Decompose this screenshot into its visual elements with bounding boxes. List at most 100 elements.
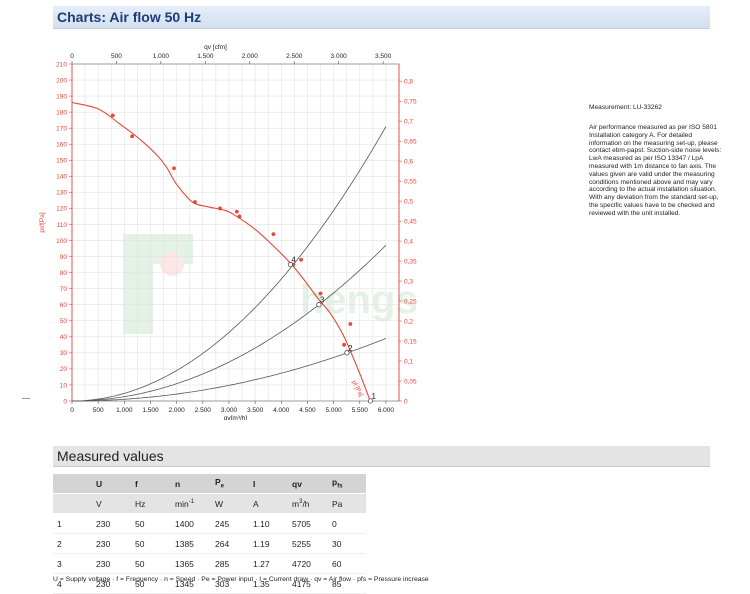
fan-curve-marker — [130, 134, 135, 139]
air-flow-chart: hengsheng05001.0001.5002.0002.5003.0003.… — [39, 44, 420, 420]
x-tick-label: 1.000 — [116, 407, 133, 414]
y-tick-label: 150 — [56, 158, 67, 165]
table-cell: f — [131, 474, 171, 494]
x-tick-label: 5.000 — [325, 407, 342, 414]
x-tick-label: 1.500 — [142, 407, 159, 414]
table-row: 1 230 50 1400 245 1.10 5705 0 — [53, 513, 366, 534]
table-cell: 4720 — [288, 553, 328, 574]
x2-tick-label: 3.500 — [375, 53, 392, 60]
system-curve-3 — [72, 245, 387, 402]
x-tick-label: 4.500 — [299, 407, 316, 414]
x2-axis-label: qv [cfm] — [204, 44, 227, 51]
table-cell: 1345 — [171, 573, 211, 594]
table-row: 3 230 50 1365 285 1.27 4720 60 — [53, 553, 366, 574]
y2-tick-label: 0,65 — [404, 138, 417, 145]
fan-curve-marker — [342, 342, 346, 347]
y-tick-label: 200 — [56, 77, 67, 84]
table-cell: V — [92, 493, 131, 514]
y-tick-label: 130 — [56, 190, 67, 197]
x2-tick-label: 2.500 — [286, 53, 303, 60]
table-cell — [53, 493, 92, 514]
y2-tick-label: 0,6 — [404, 158, 413, 165]
table-cell: 1385 — [171, 533, 211, 554]
y2-tick-label: 0,15 — [404, 338, 417, 345]
system-curve-2 — [72, 338, 387, 402]
y-axis-label: psf[Pa] — [39, 212, 46, 232]
table-cell: Pe — [211, 474, 249, 494]
operating-point-2 — [344, 350, 350, 356]
table-cell: Hz — [131, 493, 171, 514]
table-legend: U = Supply voltage · f = Frequency · n =… — [53, 576, 429, 583]
fan-curve-marker — [234, 209, 239, 214]
y-tick-label: 0 — [63, 398, 67, 405]
y2-tick-label: 0,4 — [404, 238, 413, 245]
operating-point-4 — [287, 262, 293, 268]
table-cell: m3/h — [288, 493, 328, 514]
table-cell: 245 — [211, 513, 249, 534]
fan-curve-marker — [110, 113, 115, 118]
y-tick-label: 30 — [60, 350, 68, 357]
y2-tick-label: 0,7 — [404, 118, 413, 125]
y2-tick-label: 0,5 — [404, 198, 413, 205]
fan-curve-marker — [299, 257, 304, 262]
y-tick-label: 20 — [60, 366, 68, 373]
measured-values-header: Measured values — [53, 446, 710, 467]
y2-tick-label: 0 — [404, 398, 408, 405]
table-cell: qv — [288, 474, 328, 494]
table-cell: U — [92, 474, 131, 494]
y-tick-label: 170 — [56, 125, 67, 132]
fan-curve-marker — [237, 214, 242, 219]
charts-title: Charts: Air flow 50 Hz — [57, 9, 202, 25]
x2-tick-label: 500 — [111, 53, 122, 60]
table-cell: 1.27 — [249, 553, 288, 574]
measurement-id: Measurement: LU-33262 — [589, 104, 662, 111]
table-cell: n — [171, 474, 211, 494]
x-tick-label: 3.500 — [247, 407, 264, 414]
x2-tick-label: 2.000 — [242, 53, 259, 60]
operating-point-label: 2 — [348, 344, 353, 353]
table-cell: 50 — [131, 513, 171, 534]
fan-curve-marker — [172, 166, 176, 171]
charts-header: Charts: Air flow 50 Hz — [53, 6, 710, 29]
y-tick-label: 70 — [60, 286, 68, 293]
operating-point-label: 3 — [320, 296, 325, 305]
y-tick-label: 210 — [56, 61, 67, 68]
x-tick-label: 500 — [93, 407, 104, 414]
measurement-description: Air performance measured as per ISO 5801… — [589, 124, 722, 217]
y-tick-label: 40 — [60, 334, 68, 341]
y2-tick-label: 0,75 — [404, 99, 417, 106]
y2-tick-label: 0,2 — [404, 318, 413, 325]
table-cell: 230 — [92, 553, 131, 574]
y-tick-label: 10 — [60, 382, 68, 389]
table-cell: 230 — [92, 533, 131, 554]
y-tick-label: 180 — [56, 109, 67, 116]
x-tick-label: 2.500 — [195, 407, 212, 414]
measured-values-title: Measured values — [57, 448, 164, 464]
operating-point-3 — [316, 302, 322, 308]
table-cell: 50 — [131, 553, 171, 574]
table-cell: W — [211, 493, 249, 514]
y2-tick-label: 0,35 — [404, 258, 417, 265]
table-row: 2 230 50 1385 264 1.19 5255 30 — [53, 533, 366, 554]
y-tick-label: 60 — [60, 302, 68, 309]
fan-curve-marker — [348, 322, 353, 326]
table-cell: 0 — [328, 513, 366, 534]
table-cell: 1.35 — [249, 573, 288, 594]
table-cell: min-1 — [171, 493, 211, 514]
fan-curve-marker — [318, 291, 323, 296]
y-tick-label: 190 — [56, 93, 67, 100]
x-tick-label: 3.000 — [221, 407, 238, 414]
table-cell: 285 — [211, 553, 249, 574]
y-tick-label: 110 — [57, 222, 68, 229]
operating-point-label: 4 — [291, 256, 296, 265]
table-cell: 230 — [92, 513, 131, 534]
y-tick-label: 50 — [60, 318, 68, 325]
watermark: hengsheng — [123, 234, 420, 334]
system-curve-4 — [72, 126, 387, 402]
table-cell: 1.10 — [249, 513, 288, 534]
table-cell: pfs — [328, 474, 366, 494]
watermark-block — [153, 234, 193, 264]
